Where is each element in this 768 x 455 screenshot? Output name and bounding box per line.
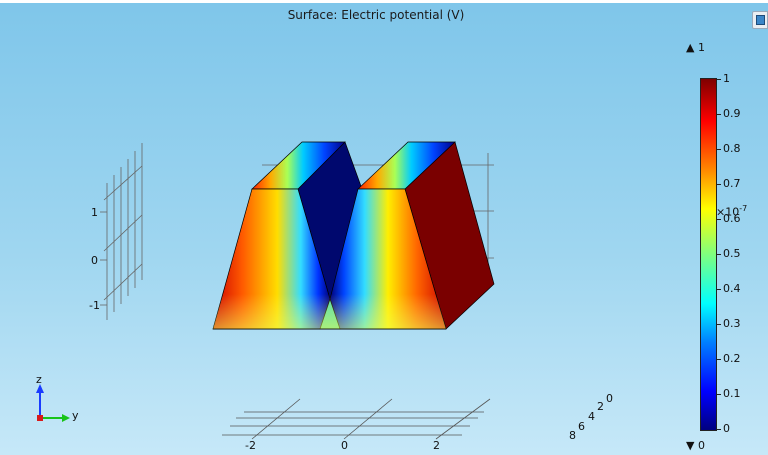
graphics-toolbar-toggle[interactable] <box>752 11 768 29</box>
colorbar-tick <box>716 114 721 115</box>
triad-z-label: z <box>36 373 42 386</box>
colorbar-tick-label: 1 <box>723 72 730 85</box>
colorbar <box>700 78 717 431</box>
colorbar-tick-label: 0.1 <box>723 387 741 400</box>
y-tick-label: -2 <box>245 439 256 452</box>
y-tick-label: 2 <box>433 439 440 452</box>
front-bottom-shading <box>213 189 446 329</box>
z-tick-label: 1 <box>91 206 98 219</box>
x-tick-label: 2 <box>597 400 604 413</box>
colorbar-tick-label: 0.9 <box>723 107 741 120</box>
x-tick-label: 0 <box>606 392 613 405</box>
colorbar-tick <box>716 149 721 150</box>
colorbar-tick-label: 0.2 <box>723 352 741 365</box>
colorbar-min-marker: ▼ 0 <box>686 439 705 452</box>
colorbar-tick-label: 0 <box>723 422 730 435</box>
z-axis-grid <box>100 143 143 320</box>
colorbar-tick <box>716 184 721 185</box>
scene-3d[interactable] <box>0 3 768 455</box>
colorbar-tick-label: 0.8 <box>723 142 741 155</box>
axis-triad <box>36 384 70 422</box>
colorbar-tick-label: 0.6 <box>723 212 741 225</box>
colorbar-tick-label: 0.4 <box>723 282 741 295</box>
x-tick-label: 8 <box>569 429 576 442</box>
colorbar-tick-label: 0.3 <box>723 317 741 330</box>
colorbar-tick <box>716 429 721 430</box>
colorbar-tick <box>716 394 721 395</box>
triad-y-label: y <box>72 409 79 422</box>
y-tick-label: 0 <box>341 439 348 452</box>
colorbar-tick <box>716 289 721 290</box>
colorbar-exponent: ×10-7 <box>716 204 748 219</box>
colorbar-tick <box>716 254 721 255</box>
x-tick-label: 4 <box>588 410 595 423</box>
colorbar-max-marker: ▲ 1 <box>686 41 705 54</box>
colorbar-tick <box>716 219 721 220</box>
colorbar-tick-label: 0.7 <box>723 177 741 190</box>
colorbar-tick <box>716 359 721 360</box>
z-tick-label: 0 <box>91 254 98 267</box>
colorbar-tick <box>716 324 721 325</box>
colorbar-tick-label: 0.5 <box>723 247 741 260</box>
colorbar-tick <box>716 79 721 80</box>
bottom-grid <box>222 398 491 440</box>
x-tick-label: 6 <box>578 420 585 433</box>
z-tick-label: -1 <box>89 299 100 312</box>
plot-title: Surface: Electric potential (V) <box>287 8 465 22</box>
